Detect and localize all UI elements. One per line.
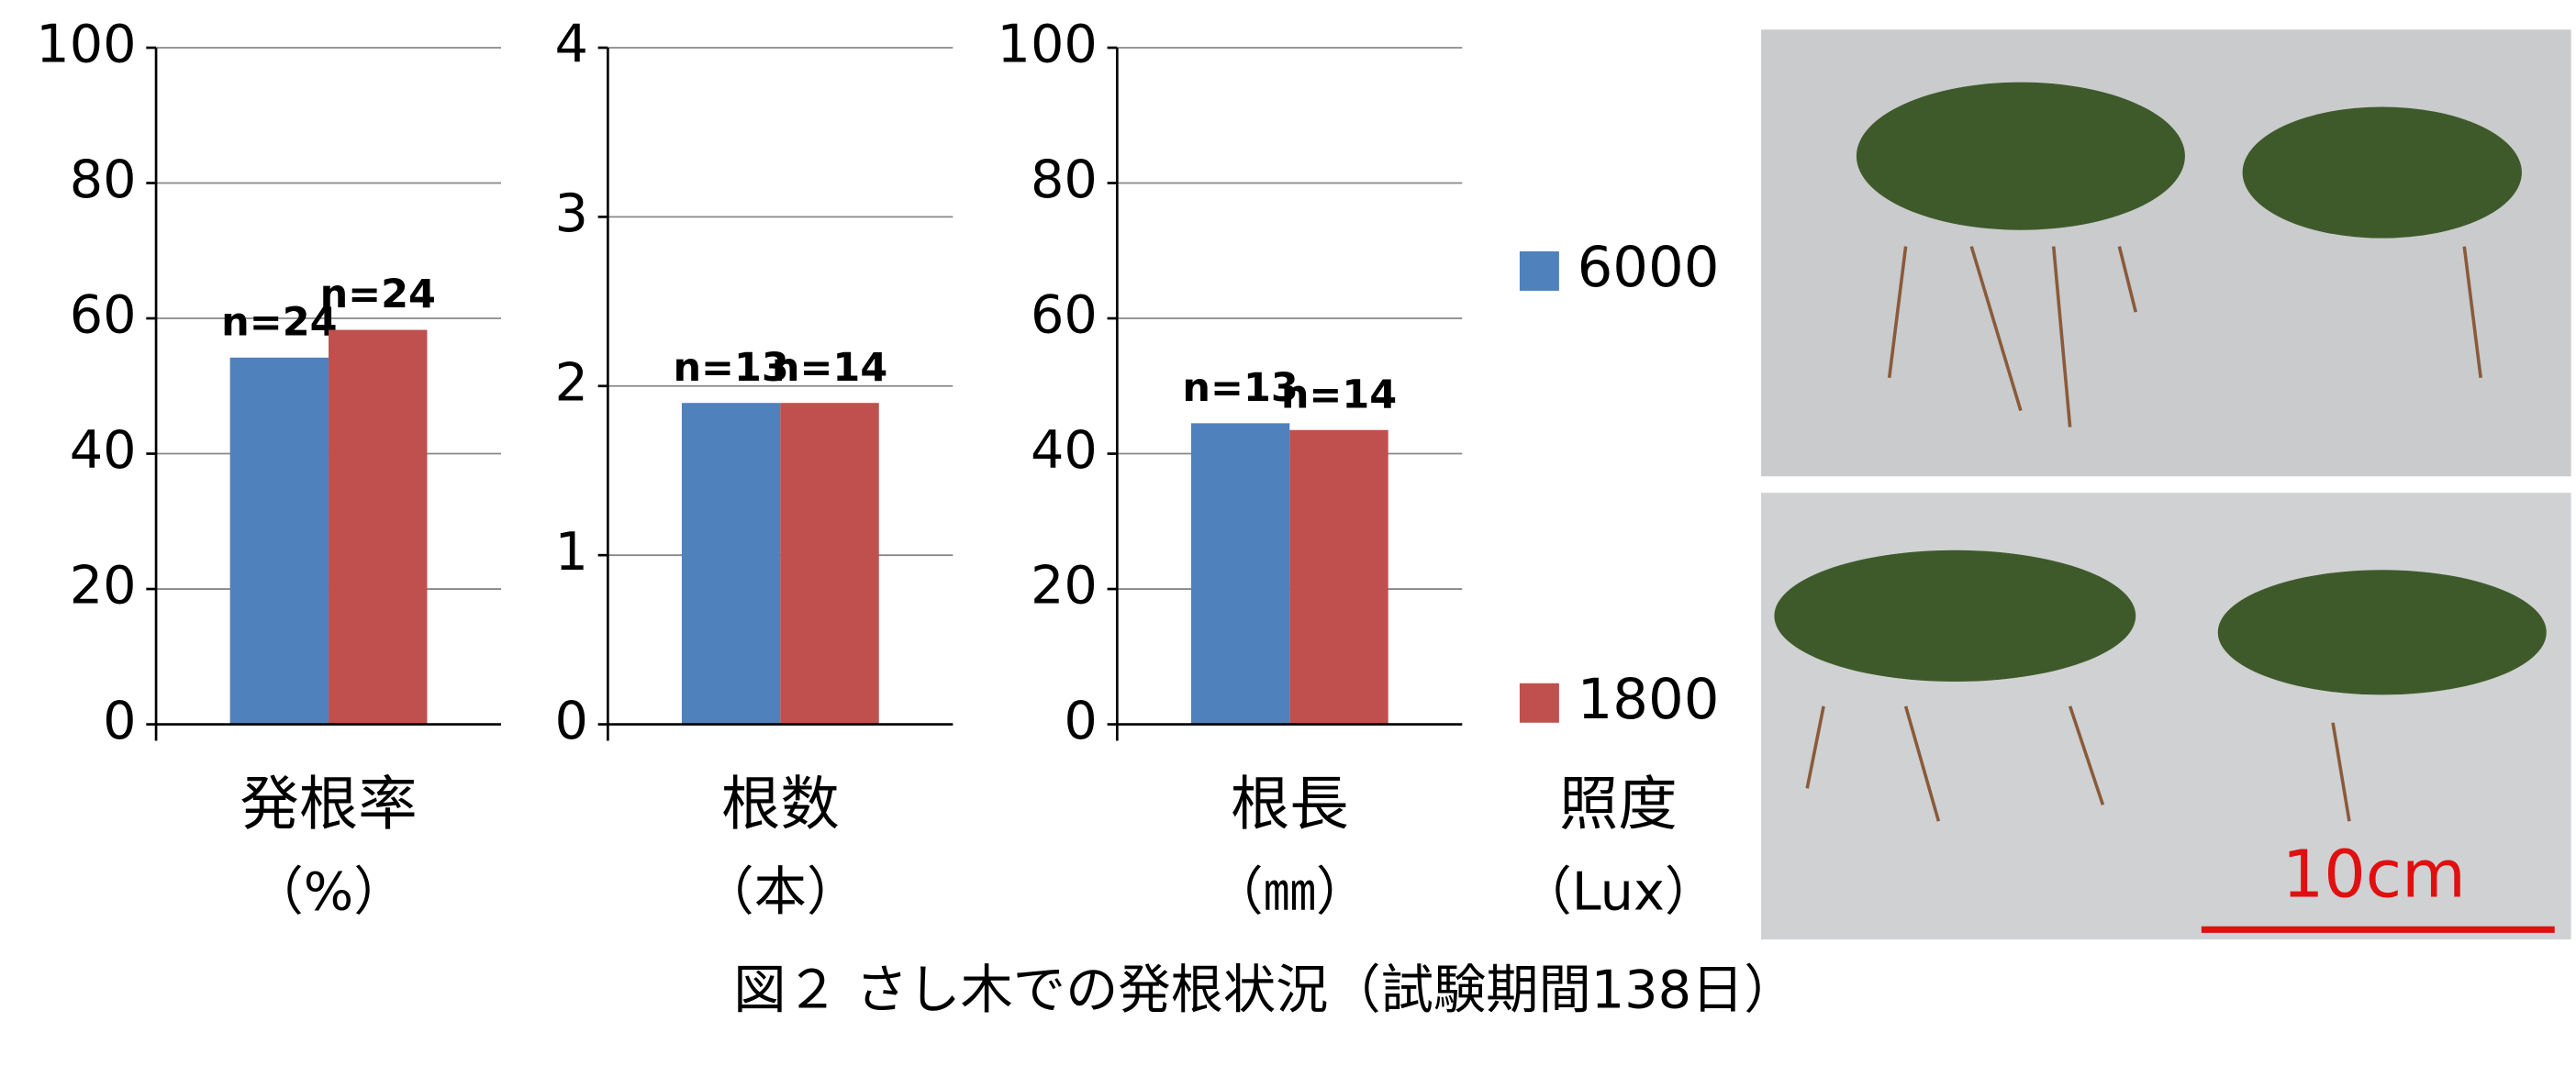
y-tick-label: 0 [103, 690, 136, 751]
y-tick-label: 20 [1031, 555, 1098, 616]
y-tick-label: 3 [554, 183, 587, 244]
y-tick-label: 0 [554, 690, 587, 751]
photo: 10cm [1761, 29, 2571, 940]
y-tick-label: 0 [1064, 690, 1097, 751]
caption: 図２ さし木での発根状況（試験期間138日） [733, 960, 1796, 1021]
legend-title: 照度 [1559, 770, 1678, 838]
x-axis-label: 根長 [1231, 770, 1349, 838]
y-tick-label: 80 [70, 149, 137, 210]
photo-top [1761, 29, 2571, 477]
n-label: n=13 [1182, 365, 1298, 411]
x-axis-unit: （本） [701, 861, 859, 922]
legend-swatch [1519, 250, 1559, 291]
y-tick-label: 2 [554, 351, 587, 413]
n-label: n=13 [673, 345, 788, 391]
legend-unit: （Lux） [1520, 861, 1718, 922]
bar [1190, 423, 1290, 725]
x-axis-label: 発根率 [240, 770, 417, 838]
bar [1289, 429, 1388, 725]
plants [1774, 82, 2547, 695]
roots [1805, 246, 2482, 822]
x-axis-unit: （㎜） [1210, 861, 1368, 922]
y-tick-label: 1 [554, 521, 587, 583]
n-label: n=14 [772, 345, 887, 391]
scale-label: 10cm [2282, 836, 2466, 912]
n-label: n=24 [320, 272, 436, 317]
bar [780, 403, 879, 725]
legend-label: 1800 [1578, 668, 1720, 732]
y-tick-label: 20 [70, 555, 137, 616]
legend-label: 6000 [1578, 236, 1720, 300]
y-tick-label: 80 [1031, 149, 1098, 210]
y-tick-label: 40 [1031, 419, 1098, 481]
y-tick-label: 40 [70, 419, 137, 481]
n-label: n=24 [221, 299, 337, 345]
y-tick-label: 100 [36, 14, 136, 75]
legend-swatch [1519, 683, 1559, 723]
x-axis-label: 根数 [721, 770, 840, 838]
y-tick-label: 4 [554, 14, 587, 75]
bar [229, 357, 329, 725]
y-tick-label: 60 [1031, 284, 1098, 346]
y-tick-label: 100 [998, 14, 1098, 75]
y-tick-label: 60 [70, 284, 137, 346]
bar [329, 329, 428, 725]
x-axis-unit: （%） [251, 861, 407, 922]
bar [681, 403, 781, 725]
n-label: n=14 [1281, 372, 1397, 417]
